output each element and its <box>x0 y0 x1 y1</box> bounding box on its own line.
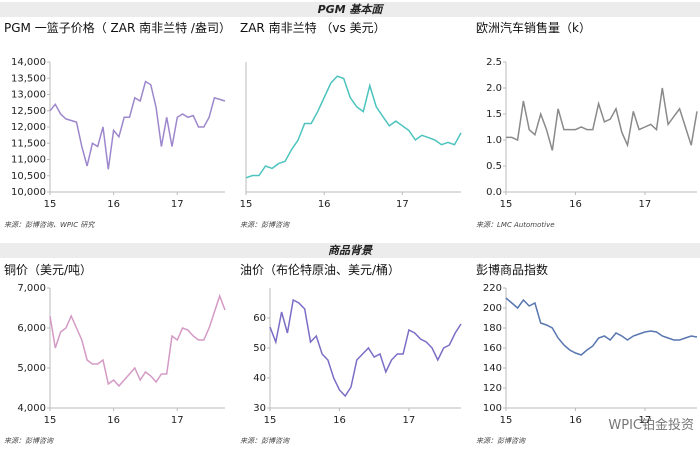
x-tick-label: 15 <box>240 199 253 210</box>
x-tick-label: 16 <box>107 199 120 210</box>
x-tick-label: 17 <box>396 199 409 210</box>
data-line <box>506 87 698 151</box>
y-tick-label: 13,000 <box>11 90 46 101</box>
x-tick-label: 16 <box>569 415 582 426</box>
y-tick-label: 6,000 <box>17 323 46 334</box>
x-tick-label: 17 <box>639 199 652 210</box>
y-tick-label: 13,500 <box>11 73 46 84</box>
y-tick-label: 10,500 <box>11 171 46 182</box>
y-tick-label: 5,000 <box>17 363 46 374</box>
chart-panel: PGM 一篮子价格（ ZAR 南非兰特 /盎司） 10,000 11,000 12,0… <box>0 20 233 230</box>
chart-title: ZAR 南非兰特 （vs 美元） <box>240 21 386 35</box>
chart-panel: 欧洲汽车销售量（k） 0.0 0.5 1.0 1.5 2.0 2.5 15 16 17 来源：LMC… <box>472 20 700 230</box>
source-note: 来源：LMC Automotive <box>476 221 555 229</box>
chart-title: 欧洲汽车销售量（k） <box>476 21 591 35</box>
watermark: WPIC铂金投资 <box>608 418 694 433</box>
chart-title: 铜价（美元/吨） <box>4 263 93 277</box>
y-tick-label: 100 <box>483 403 502 414</box>
x-tick-label: 16 <box>333 415 346 426</box>
data-line <box>505 297 698 356</box>
source-note: 来源：彭博咨询、WPIC 研究 <box>4 221 95 229</box>
x-tick-label: 16 <box>569 199 582 210</box>
y-tick-label: 1.0 <box>486 135 502 146</box>
section-title: PGM 基本面 <box>0 2 700 17</box>
y-tick-label: 60 <box>253 313 266 324</box>
chart: 15 16 17 <box>240 62 462 210</box>
y-tick-label: 200 <box>483 303 502 314</box>
y-tick-label: 14,000 <box>11 57 46 68</box>
x-tick-label: 16 <box>107 415 120 426</box>
source-note: 来源：彭博咨询 <box>4 437 53 445</box>
y-tick-label: 40 <box>253 373 266 384</box>
chart: 100 120 140 160 180 200 220 15 16 17 <box>483 283 698 426</box>
source-note: 来源：彭博咨询 <box>240 437 289 445</box>
y-tick-label: 11,000 <box>11 155 46 166</box>
x-tick-label: 16 <box>318 199 331 210</box>
data-line <box>269 298 462 398</box>
y-tick-label: 12,000 <box>11 122 46 133</box>
y-tick-label: 220 <box>483 283 502 294</box>
y-tick-label: 0.0 <box>486 187 502 198</box>
chart: 4,000 5,000 6,000 7,000 15 16 17 <box>17 283 226 426</box>
chart-title: 彭博商品指数 <box>476 263 549 277</box>
x-tick-label: 15 <box>500 415 513 426</box>
y-tick-label: 140 <box>483 363 502 374</box>
x-tick-label: 17 <box>171 199 184 210</box>
chart: 0.0 0.5 1.0 1.5 2.0 2.5 15 16 17 <box>486 57 698 210</box>
data-line <box>49 80 226 170</box>
x-tick-label: 15 <box>44 199 57 210</box>
chart: 10,000 11,000 12,000 13,000 14,000 10,500 11,5… <box>11 57 226 210</box>
y-tick-label: 12,500 <box>11 106 46 117</box>
chart-panel: 铜价（美元/吨） 4,000 5,000 6,000 7,000 15 16 17 来源：彭博咨… <box>0 262 233 446</box>
data-line <box>49 293 226 388</box>
chart-panel: 彭博商品指数 100 120 140 160 180 200 220 15 16 17 来源：彭博咨询 <box>472 262 700 446</box>
y-tick-label: 180 <box>483 323 502 334</box>
chart-title: PGM 一篮子价格（ ZAR 南非兰特 /盎司） <box>4 21 231 35</box>
source-note: 来源：彭博咨询 <box>476 437 525 445</box>
y-tick-label: 120 <box>483 383 502 394</box>
y-tick-label: 160 <box>483 343 502 354</box>
chart-panel: ZAR 南非兰特 （vs 美元） 15 16 17 来源：彭博咨询 <box>236 20 469 230</box>
y-tick-label: 1.5 <box>486 109 502 120</box>
y-tick-label: 2.0 <box>486 83 502 94</box>
y-tick-label: 10,000 <box>11 187 46 198</box>
data-line <box>245 75 462 179</box>
y-tick-label: 50 <box>253 343 266 354</box>
chart-panel: 油价（布伦特原油、美元/桶） 30 40 50 60 15 16 17 来源：彭博咨询 <box>236 262 469 446</box>
y-tick-label: 2.5 <box>486 57 502 68</box>
y-tick-label: 30 <box>253 403 266 414</box>
x-tick-label: 15 <box>264 415 277 426</box>
x-tick-label: 15 <box>500 199 513 210</box>
y-tick-label: 4,000 <box>17 403 46 414</box>
y-tick-label: 7,000 <box>17 283 46 294</box>
y-tick-label: 11,500 <box>11 138 46 149</box>
x-tick-label: 17 <box>403 415 416 426</box>
source-note: 来源：彭博咨询 <box>240 221 289 229</box>
section-title: 商品背景 <box>0 243 700 258</box>
y-tick-label: 0.5 <box>486 161 502 172</box>
x-tick-label: 15 <box>44 415 57 426</box>
chart: 30 40 50 60 15 16 17 <box>253 288 462 426</box>
x-tick-label: 17 <box>639 415 652 426</box>
x-tick-label: 17 <box>171 415 184 426</box>
chart-title: 油价（布伦特原油、美元/桶） <box>240 263 401 277</box>
